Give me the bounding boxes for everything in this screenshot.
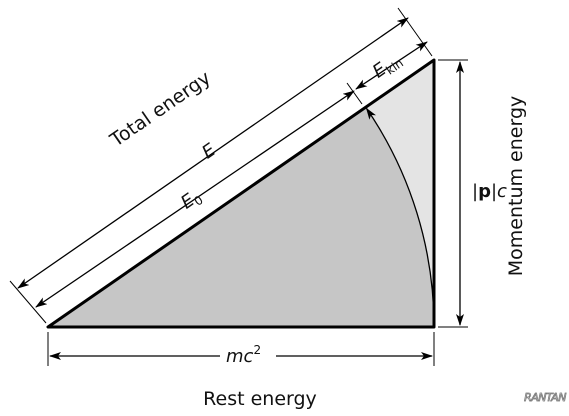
- rest-region: [48, 107, 434, 328]
- ekin-arrow: [355, 41, 428, 90]
- ext-line: [397, 7, 433, 57]
- momentum-energy-label: Momentum energy: [505, 96, 527, 277]
- ext-line: [9, 280, 47, 324]
- total-energy-label: Total energy: [106, 67, 215, 152]
- rest-label: mc2: [226, 343, 261, 367]
- logo: RANTAN: [524, 391, 566, 404]
- ekin-label: Ekin: [369, 49, 406, 85]
- momentum-label: |p|c: [472, 181, 507, 202]
- e-label: E: [198, 139, 220, 163]
- e0-label: E0: [177, 185, 206, 215]
- rest-energy-label: Rest energy: [203, 388, 317, 410]
- e0-arrow: [35, 90, 355, 308]
